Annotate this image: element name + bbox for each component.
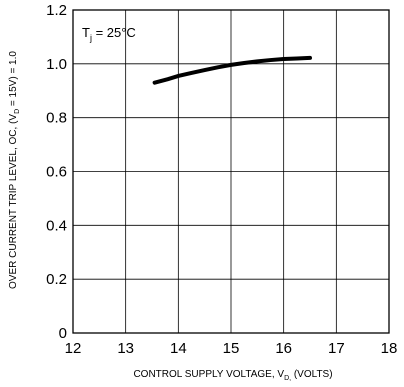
x-tick-labels: 12 13 14 15 16 17 18 (65, 340, 398, 357)
y-tick-label: 0 (59, 325, 67, 342)
plot-frame (72, 9, 390, 334)
annotation: Tj = 25°C (82, 25, 136, 43)
y-tick-label: 0.6 (46, 164, 67, 181)
y-tick-labels: 0 0.2 0.4 0.6 0.8 1.0 1.2 (46, 2, 67, 342)
y-axis-label-sub: D (14, 109, 21, 114)
x-axis-label-sub: D, (284, 375, 291, 382)
x-tick-label: 13 (117, 340, 134, 357)
y-tick-label: 1.0 (46, 56, 67, 73)
y-tick-label: 0.2 (46, 271, 67, 288)
annotation-tail: = 25°C (92, 25, 136, 40)
y-tick-label: 1.2 (46, 2, 67, 19)
x-tick-label: 12 (65, 340, 82, 357)
x-tick-label: 17 (328, 340, 345, 357)
x-tick-label: 18 (381, 340, 398, 357)
x-axis-label-tail: (VOLTS) (291, 369, 332, 380)
x-axis-label: CONTROL SUPPLY VOLTAGE, VD, (VOLTS) (133, 369, 332, 382)
y-axis-label: OVER CURRENT TRIP LEVEL, OC, (VD = 15V) … (8, 51, 21, 289)
x-tick-label: 14 (170, 340, 187, 357)
y-axis-label-main: OVER CURRENT TRIP LEVEL, OC, (V (8, 114, 19, 289)
grid-lines (72, 9, 390, 334)
y-tick-label: 0.8 (46, 110, 67, 127)
x-tick-label: 16 (275, 340, 292, 357)
annotation-sub: j (89, 33, 92, 43)
annotation-main: T (82, 25, 90, 40)
y-tick-label: 0.4 (46, 217, 67, 234)
series-line (152, 55, 312, 85)
y-axis-label-tail: = 15V) = 1.0 (8, 51, 19, 109)
x-axis-label-main: CONTROL SUPPLY VOLTAGE, V (133, 369, 284, 380)
x-tick-label: 15 (223, 340, 240, 357)
